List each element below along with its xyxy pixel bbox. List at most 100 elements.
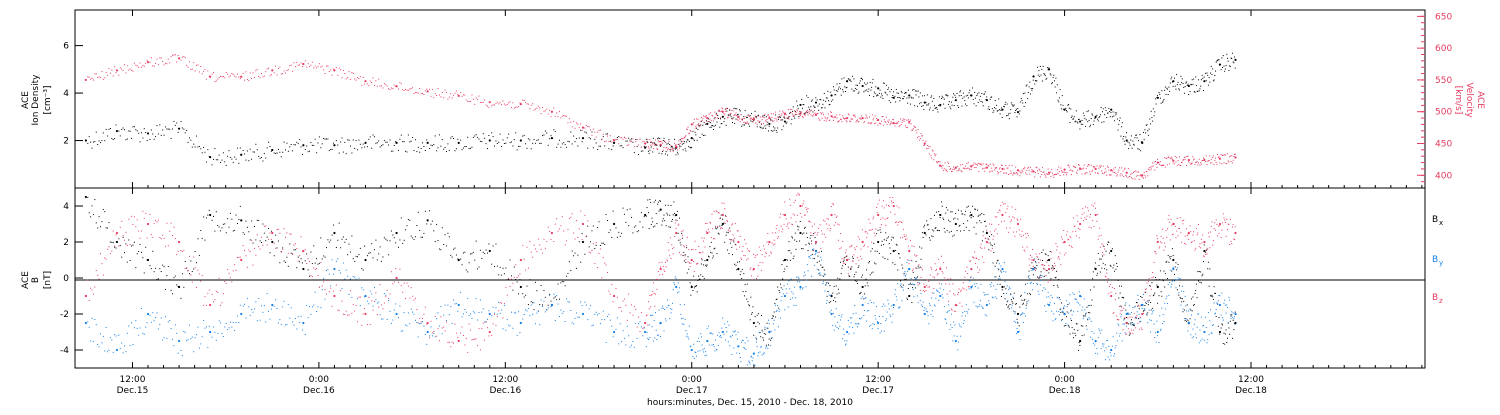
bx-point-fill xyxy=(1033,274,1034,275)
bx-point-fill xyxy=(512,290,513,291)
density-point-fill xyxy=(876,95,877,96)
density-point-fill xyxy=(96,132,97,133)
by-point-fill xyxy=(851,317,852,318)
density-point-fill xyxy=(1130,140,1131,141)
by-point-fill xyxy=(473,311,474,312)
velocity-point-fill xyxy=(250,72,251,73)
density-point-fill xyxy=(349,140,350,141)
bx-point-fill xyxy=(1069,327,1070,328)
velocity-point-fill xyxy=(1133,172,1134,173)
by-point xyxy=(753,353,755,355)
density-point-fill xyxy=(371,148,372,149)
top-right-y-tick-label: 600 xyxy=(1435,44,1452,54)
bx-point-fill xyxy=(820,265,821,266)
velocity-point-fill xyxy=(831,112,832,113)
by-point-fill xyxy=(686,336,687,337)
velocity-point-fill xyxy=(762,116,763,117)
velocity-point-fill xyxy=(1000,171,1001,172)
by-point-fill xyxy=(797,281,798,282)
velocity-point-fill xyxy=(1121,167,1122,168)
velocity-point-fill xyxy=(1195,164,1196,165)
velocity-point-fill xyxy=(871,122,872,123)
by-point-fill xyxy=(728,325,729,326)
bx-point-fill xyxy=(370,252,371,253)
density-point-fill xyxy=(382,144,383,145)
density-point-fill xyxy=(774,130,775,131)
velocity-point-fill xyxy=(964,168,965,169)
by-point-fill xyxy=(356,279,357,280)
bx-point-fill xyxy=(1121,286,1122,287)
by-point-fill xyxy=(505,330,506,331)
bx-point-fill xyxy=(1209,286,1210,287)
bx-point-fill xyxy=(96,222,97,223)
velocity-point-fill xyxy=(1157,159,1158,160)
by-point-fill xyxy=(529,315,530,316)
density-point-fill xyxy=(593,147,594,148)
density-point-fill xyxy=(570,132,571,133)
bx-point-fill xyxy=(893,237,894,238)
bx-point-fill xyxy=(111,242,112,243)
velocity-point-fill xyxy=(610,135,611,136)
by-point-fill xyxy=(1031,282,1032,283)
density-point-fill xyxy=(1114,120,1115,121)
velocity-point-fill xyxy=(216,80,217,81)
density-point-fill xyxy=(553,129,554,130)
bx-point-fill xyxy=(638,230,639,231)
velocity-point-fill xyxy=(670,151,671,152)
velocity-point-fill xyxy=(1100,167,1101,168)
density-point-fill xyxy=(247,150,248,151)
by-point-fill xyxy=(131,322,132,323)
bx-point-fill xyxy=(842,265,843,266)
bx-point-fill xyxy=(1209,268,1210,269)
velocity-point-fill xyxy=(155,63,156,64)
velocity-point-fill xyxy=(436,95,437,96)
density-point-fill xyxy=(116,124,117,125)
bx-point-fill xyxy=(902,268,903,269)
velocity-point-fill xyxy=(137,65,138,66)
bx-point-fill xyxy=(227,218,228,219)
velocity-point-fill xyxy=(1223,155,1224,156)
by-point-fill xyxy=(1044,305,1045,306)
bx-point-fill xyxy=(1071,320,1072,321)
density-point-fill xyxy=(587,148,588,149)
density-point-fill xyxy=(954,95,955,96)
bx-point-fill xyxy=(808,243,809,244)
by-point-fill xyxy=(740,361,741,362)
bx-point-fill xyxy=(286,257,287,258)
bx-point-fill xyxy=(1019,307,1020,308)
by-point-fill xyxy=(453,299,454,300)
by-point-fill xyxy=(954,335,955,336)
by-point-fill xyxy=(245,317,246,318)
bx-point-fill xyxy=(274,255,275,256)
density-point-fill xyxy=(822,104,823,105)
velocity-point-fill xyxy=(381,85,382,86)
bx-point-fill xyxy=(422,237,423,238)
velocity-point-fill xyxy=(1176,157,1177,158)
bx-point-fill xyxy=(743,273,744,274)
density-point-fill xyxy=(808,97,809,98)
bx-point-fill xyxy=(973,227,974,228)
velocity-point-fill xyxy=(949,166,950,167)
bx-point-fill xyxy=(387,240,388,241)
density-point-fill xyxy=(1109,111,1110,112)
density-point-fill xyxy=(1110,116,1111,117)
velocity-point-fill xyxy=(971,169,972,170)
bx-point-fill xyxy=(761,315,762,316)
by-point-fill xyxy=(579,317,580,318)
density-point-fill xyxy=(868,89,869,90)
bx-point-fill xyxy=(860,293,861,294)
by-point-fill xyxy=(1053,313,1054,314)
bx-point-fill xyxy=(182,273,183,274)
by-point-fill xyxy=(346,270,347,271)
density-point-fill xyxy=(1199,88,1200,89)
by-point-fill xyxy=(439,326,440,327)
density-point-fill xyxy=(845,91,846,92)
density-point-fill xyxy=(1203,90,1204,91)
density-point-fill xyxy=(930,97,931,98)
density-point-fill xyxy=(99,140,100,141)
bx-point-fill xyxy=(1154,294,1155,295)
velocity-point-fill xyxy=(202,73,203,74)
by-point-fill xyxy=(1082,310,1083,311)
bx-point-fill xyxy=(1047,260,1048,261)
velocity-point-fill xyxy=(1069,167,1070,168)
